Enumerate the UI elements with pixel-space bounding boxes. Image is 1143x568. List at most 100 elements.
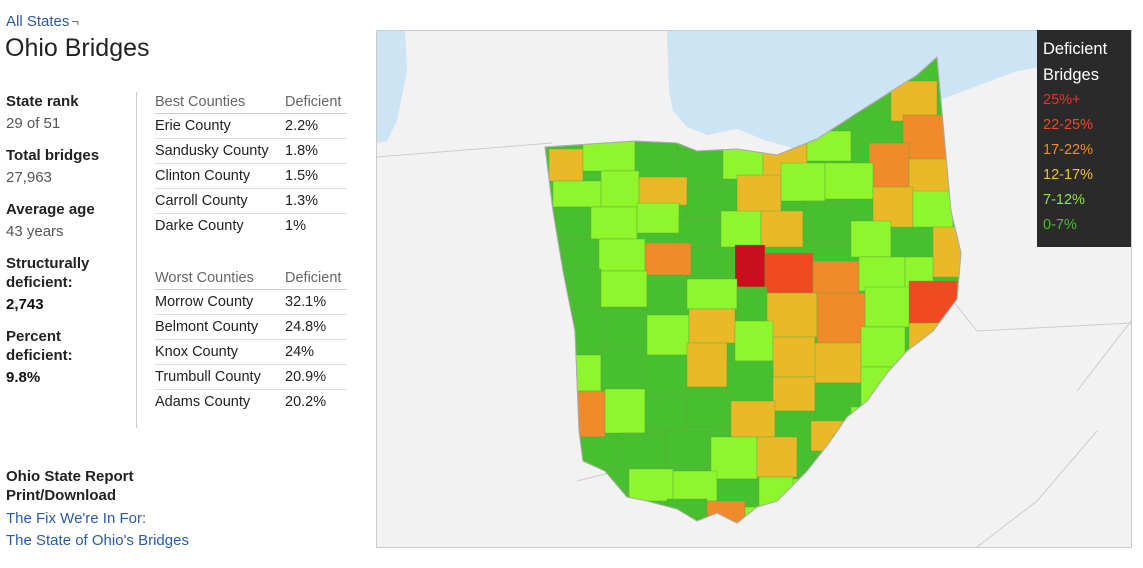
county-region[interactable]	[736, 174, 782, 216]
county-region[interactable]	[556, 238, 600, 270]
ohio-county-map-svg	[377, 31, 1131, 547]
county-region[interactable]	[908, 280, 958, 326]
stat-average-age: Average age 43 years	[6, 200, 131, 240]
county-region[interactable]	[646, 274, 688, 316]
table-row: Morrow County 32.1%	[155, 289, 347, 315]
county-region[interactable]	[686, 386, 732, 428]
county-name: Knox County	[155, 339, 285, 365]
county-region[interactable]	[720, 210, 762, 250]
county-region[interactable]	[832, 434, 872, 476]
county-region[interactable]	[574, 390, 606, 438]
table-header-row: Best Counties Deficient	[155, 94, 347, 114]
county-region[interactable]	[758, 476, 794, 508]
county-region[interactable]	[908, 158, 950, 194]
county-name: Carroll County	[155, 188, 285, 214]
county-region[interactable]	[582, 140, 636, 172]
county-region[interactable]	[554, 206, 592, 240]
county-region[interactable]	[730, 400, 776, 438]
county-region[interactable]	[590, 206, 638, 240]
county-region[interactable]	[586, 468, 630, 500]
county-region[interactable]	[890, 80, 938, 122]
county-region[interactable]	[850, 220, 892, 258]
county-region[interactable]	[784, 504, 816, 527]
column-header-county: Best Counties	[155, 94, 285, 114]
county-region[interactable]	[644, 242, 692, 276]
county-region[interactable]	[780, 162, 826, 202]
county-region[interactable]	[904, 356, 946, 388]
county-region[interactable]	[706, 500, 746, 537]
county-region[interactable]	[598, 238, 646, 272]
all-states-link[interactable]: All States	[6, 13, 70, 30]
column-header-deficient: Deficient	[285, 94, 347, 114]
report-link-fix[interactable]: The Fix We're In For:	[6, 510, 147, 527]
county-region[interactable]	[642, 354, 688, 396]
county-region[interactable]	[816, 292, 866, 344]
table-row: Knox County 24%	[155, 339, 347, 365]
ohio-map[interactable]	[376, 30, 1132, 548]
page-title: Ohio Bridges	[5, 34, 150, 62]
county-region[interactable]	[760, 210, 804, 248]
county-region[interactable]	[912, 190, 954, 232]
county-region[interactable]	[734, 244, 766, 288]
county-region[interactable]	[736, 286, 768, 324]
county-region[interactable]	[890, 226, 936, 262]
county-region[interactable]	[600, 348, 644, 390]
table-row: Belmont County 24.8%	[155, 314, 347, 340]
county-region[interactable]	[690, 246, 736, 280]
county-region[interactable]	[772, 376, 816, 412]
county-name: Sandusky County	[155, 138, 285, 164]
county-region[interactable]	[868, 142, 910, 188]
county-region[interactable]	[902, 114, 948, 160]
county-region[interactable]	[634, 142, 678, 178]
county-region[interactable]	[688, 308, 736, 344]
county-value: 2.2%	[285, 113, 347, 139]
county-region[interactable]	[636, 202, 680, 234]
county-region[interactable]	[600, 170, 640, 208]
county-region[interactable]	[710, 436, 758, 480]
county-region[interactable]	[628, 468, 674, 504]
breadcrumb: All States ¬	[6, 13, 79, 30]
county-region[interactable]	[858, 256, 906, 292]
county-region[interactable]	[814, 342, 862, 384]
table-row: Trumbull County 20.9%	[155, 364, 347, 390]
county-region[interactable]	[734, 320, 774, 362]
county-region[interactable]	[638, 176, 688, 206]
county-region[interactable]	[814, 382, 862, 424]
county-region[interactable]	[644, 394, 688, 432]
county-region[interactable]	[552, 180, 602, 208]
county-region[interactable]	[646, 314, 690, 356]
county-name: Belmont County	[155, 314, 285, 340]
county-region[interactable]	[664, 430, 712, 472]
county-region[interactable]	[796, 450, 838, 488]
county-region[interactable]	[772, 336, 816, 378]
county-region[interactable]	[562, 308, 604, 356]
report-link-state[interactable]: The State of Ohio's Bridges	[6, 532, 189, 549]
county-region[interactable]	[604, 388, 646, 434]
county-value: 24%	[285, 339, 347, 365]
county-region[interactable]	[686, 342, 728, 388]
county-region[interactable]	[666, 498, 708, 520]
county-region[interactable]	[602, 308, 648, 350]
county-region[interactable]	[908, 322, 956, 358]
county-region[interactable]	[864, 286, 910, 328]
county-region[interactable]	[620, 432, 666, 470]
county-region[interactable]	[548, 148, 584, 182]
table-row: Erie County 2.2%	[155, 113, 347, 139]
county-region[interactable]	[802, 200, 852, 242]
county-region[interactable]	[576, 436, 622, 470]
county-region[interactable]	[686, 278, 738, 310]
county-region[interactable]	[600, 270, 648, 308]
county-region[interactable]	[860, 326, 906, 368]
county-region[interactable]	[726, 360, 774, 402]
county-region[interactable]	[764, 252, 814, 296]
county-region[interactable]	[792, 478, 824, 514]
county-region[interactable]	[756, 436, 798, 478]
county-region[interactable]	[850, 406, 892, 446]
county-region[interactable]	[678, 216, 722, 248]
county-region[interactable]	[672, 470, 718, 502]
county-region[interactable]	[722, 148, 764, 180]
map-legend: Deficient Bridges 25%+ 22-25% 17-22% 12-17%…	[1037, 30, 1131, 247]
county-region[interactable]	[824, 162, 874, 200]
county-region[interactable]	[564, 354, 602, 392]
county-region[interactable]	[766, 292, 818, 338]
